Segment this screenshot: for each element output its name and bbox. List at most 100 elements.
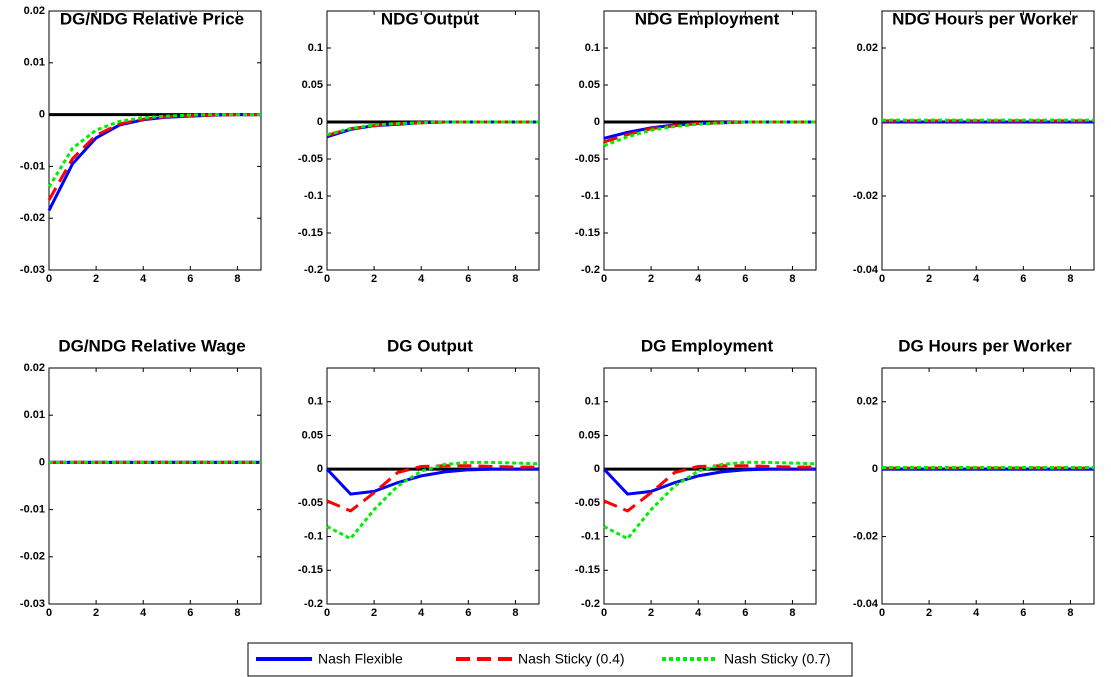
y-tick-label: -0.03 [20, 598, 45, 610]
x-tick-label: 8 [234, 607, 240, 619]
x-tick-label: 4 [695, 607, 702, 619]
x-tick-label: 6 [187, 607, 193, 619]
y-tick-label: -0.02 [20, 212, 45, 224]
series-line [326, 460, 540, 541]
series-line [603, 460, 817, 541]
x-tick-label: 4 [418, 273, 425, 285]
y-tick-label: 0 [317, 116, 323, 128]
x-tick-label: 4 [140, 607, 147, 619]
y-tick-label: 0.1 [585, 396, 600, 408]
legend-label: Nash Sticky (0.4) [518, 651, 625, 667]
y-tick-label: 0 [317, 463, 323, 475]
subplot: DG/NDG Relative Wage -0.03 -0.02 -0.01 0 0.01… [20, 336, 262, 619]
x-tick-label: 2 [926, 273, 932, 285]
y-tick-label: -0.15 [575, 227, 600, 239]
plot-area [881, 367, 1095, 605]
subplot-title: NDG Output [381, 9, 480, 28]
subplot: NDG Employment -0.2 -0.15 -0.1 -0.05 0 0.05 0.1… [575, 9, 817, 285]
x-tick-label: 6 [465, 273, 471, 285]
x-tick-label: 6 [742, 273, 748, 285]
y-tick-label: -0.2 [581, 598, 600, 610]
series-line [603, 120, 816, 148]
plot-area [881, 10, 1095, 271]
y-tick-label: -0.02 [853, 190, 878, 202]
series-line [602, 467, 816, 496]
x-tick-label: 2 [93, 273, 99, 285]
y-tick-label: 0.02 [24, 362, 45, 374]
series-line [47, 113, 261, 188]
x-tick-label: 8 [789, 607, 795, 619]
series-line [603, 464, 816, 513]
x-tick-label: 2 [926, 607, 932, 619]
y-tick-label: 0.1 [308, 396, 323, 408]
x-tick-label: 0 [879, 607, 885, 619]
subplot: DG/NDG Relative Price -0.03 -0.02 -0.01 0 0.0… [20, 5, 262, 285]
x-tick-label: 6 [742, 607, 748, 619]
series-line [325, 467, 539, 496]
plot-area [48, 367, 262, 605]
x-tick-label: 8 [1067, 273, 1073, 285]
legend: Nash Flexible Nash Sticky (0.4) Nash Stick… [247, 642, 853, 677]
x-tick-label: 0 [46, 607, 52, 619]
x-tick-label: 4 [973, 607, 980, 619]
x-tick-label: 8 [789, 273, 795, 285]
x-tick-label: 2 [648, 273, 654, 285]
y-tick-label: 0 [872, 463, 878, 475]
y-tick-label: 0.1 [308, 42, 323, 54]
series-line [326, 464, 539, 513]
y-tick-label: 0.1 [585, 42, 600, 54]
x-tick-label: 2 [93, 607, 99, 619]
y-tick-label: -0.02 [853, 530, 878, 542]
y-tick-label: -0.2 [581, 264, 600, 276]
y-tick-label: -0.1 [581, 530, 600, 542]
y-tick-label: -0.01 [20, 160, 45, 172]
y-tick-label: 0.05 [302, 429, 323, 441]
subplot: DG Employment -0.2 -0.15 -0.1 -0.05 0 0.05 0.1 0… [575, 336, 817, 619]
subplot-title: NDG Employment [635, 9, 780, 28]
y-tick-label: -0.05 [575, 497, 600, 509]
y-tick-label: 0.05 [302, 79, 323, 91]
y-tick-label: 0.01 [24, 57, 45, 69]
plot-area [326, 10, 540, 271]
y-tick-label: 0 [872, 116, 878, 128]
subplot-title: DG/NDG Relative Wage [58, 336, 245, 355]
x-tick-label: 2 [648, 607, 654, 619]
y-tick-label: 0.01 [24, 409, 45, 421]
subplot-title: DG Output [387, 336, 473, 355]
y-tick-label: -0.05 [298, 153, 323, 165]
x-tick-label: 6 [1020, 273, 1026, 285]
x-tick-label: 4 [418, 607, 425, 619]
subplot-title: DG Employment [641, 336, 774, 355]
x-tick-label: 0 [601, 607, 607, 619]
y-tick-label: 0 [39, 109, 45, 121]
y-tick-label: -0.15 [298, 227, 323, 239]
x-tick-label: 8 [1067, 607, 1073, 619]
subplot-title: DG Hours per Worker [898, 336, 1072, 355]
y-tick-label: -0.1 [304, 190, 323, 202]
y-tick-label: -0.2 [304, 598, 323, 610]
x-tick-label: 4 [140, 273, 147, 285]
y-tick-label: 0 [39, 456, 45, 468]
y-tick-label: -0.01 [20, 504, 45, 516]
x-tick-label: 4 [973, 273, 980, 285]
y-tick-label: 0 [594, 116, 600, 128]
y-tick-label: 0.02 [24, 5, 45, 17]
plot-area [603, 367, 817, 605]
x-tick-label: 8 [512, 273, 518, 285]
x-tick-label: 6 [1020, 607, 1026, 619]
y-tick-label: -0.15 [298, 564, 323, 576]
y-tick-label: -0.05 [575, 153, 600, 165]
subplot: DG Output -0.2 -0.15 -0.1 -0.05 0 0.05 0.1 0 2 4 6 8 [298, 336, 540, 619]
subplot: DG Hours per Worker -0.04 -0.02 0 0.02 0 2 4 6 8 [853, 336, 1095, 619]
subplot: NDG Hours per Worker -0.04 -0.02 0 0.02 0 2 4 6 8 [853, 9, 1095, 285]
series-line [326, 120, 539, 137]
x-tick-label: 0 [46, 273, 52, 285]
x-tick-label: 4 [695, 273, 702, 285]
y-tick-label: 0.05 [579, 79, 600, 91]
x-tick-label: 0 [601, 273, 607, 285]
y-tick-label: -0.04 [853, 264, 879, 276]
legend-label: Nash Flexible [318, 651, 403, 667]
y-tick-label: 0.02 [857, 42, 878, 54]
subplot: NDG Output -0.2 -0.15 -0.1 -0.05 0 0.05 0.1 0 2 4 6… [298, 9, 540, 285]
